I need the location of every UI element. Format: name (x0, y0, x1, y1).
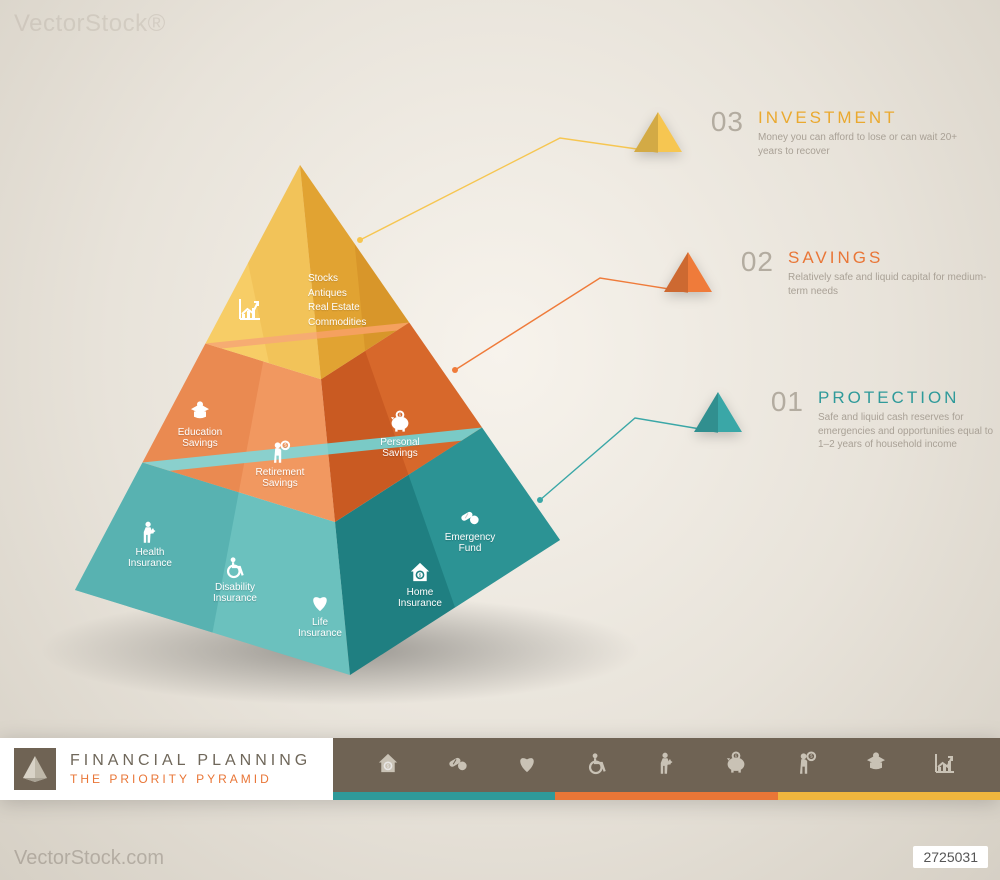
footer-chart-up-icon (933, 751, 957, 780)
callout-marker-icon (690, 388, 746, 438)
callout-savings: 02 SAVINGS Relatively safe and liquid ca… (660, 248, 998, 298)
piggy-icon: $ (724, 751, 748, 775)
color-bar-segment (333, 792, 555, 800)
pyramid-item-pills: EmergencyFund (430, 505, 510, 554)
pyramid-item-health: HealthInsurance (110, 520, 190, 569)
callout-desc: Relatively safe and liquid capital for m… (788, 271, 998, 298)
callout-number: 02 (730, 248, 774, 276)
health-icon (655, 751, 679, 775)
svg-text:$: $ (735, 754, 738, 758)
pyramid-item-heart: LifeInsurance (280, 590, 360, 639)
footer-pills-icon (446, 751, 470, 780)
pyramid-item-house: $HomeInsurance (380, 560, 460, 609)
piggy-icon: $ (388, 410, 412, 434)
grad-cap-icon (188, 400, 212, 424)
chart-up-icon (237, 296, 263, 322)
retire-icon: $ (268, 440, 292, 464)
footer-retire-icon: $ (794, 751, 818, 780)
pills-icon (446, 751, 470, 775)
footer-subtitle: THE PRIORITY PYRAMID (70, 772, 311, 786)
callout-protection: 01 PROTECTION Safe and liquid cash reser… (690, 388, 1000, 452)
footer-house-icon: $ (376, 751, 400, 780)
heart-icon (515, 751, 539, 775)
callout-number: 01 (760, 388, 804, 416)
heart-icon (308, 590, 332, 614)
callout-investment: 03 INVESTMENT Money you can afford to lo… (630, 108, 968, 158)
wheelchair-icon (223, 555, 247, 579)
house-icon: $ (376, 751, 400, 775)
watermark-bottom: VectorStock.com (14, 847, 164, 870)
footer-health-icon (655, 751, 679, 780)
color-bar-segment (778, 792, 1000, 800)
pyramid-item-grad-cap: EducationSavings (160, 400, 240, 449)
svg-text:$: $ (284, 443, 287, 449)
health-icon (138, 520, 162, 544)
callout-title: SAVINGS (788, 248, 998, 268)
footer-band: FINANCIAL PLANNING THE PRIORITY PYRAMID … (0, 738, 1000, 800)
pyramid-item-chart-up (210, 296, 290, 325)
callout-number: 03 (700, 108, 744, 136)
callout-title: INVESTMENT (758, 108, 968, 128)
pills-icon (458, 505, 482, 529)
pyramid-item-retire: $RetirementSavings (240, 440, 320, 489)
footer-heart-icon (515, 751, 539, 780)
callout-desc: Safe and liquid cash reserves for emerge… (818, 411, 1000, 452)
chart-up-icon (933, 751, 957, 775)
footer-piggy-icon: $ (724, 751, 748, 780)
footer-pyramid-icon (14, 748, 56, 790)
watermark-top: VectorStock® (14, 10, 166, 38)
pyramid-top-list: StocksAntiquesReal EstateCommodities (308, 272, 366, 330)
footer-icon-strip: $ $ $ (333, 738, 1000, 800)
callout-marker-icon (630, 108, 686, 158)
house-icon: $ (408, 560, 432, 584)
retire-icon: $ (794, 751, 818, 775)
svg-text:$: $ (399, 413, 402, 417)
callout-desc: Money you can afford to lose or can wait… (758, 131, 968, 158)
footer-wheelchair-icon (585, 751, 609, 780)
pyramid-item-wheelchair: DisabilityInsurance (195, 555, 275, 604)
footer-grad-cap-icon (864, 751, 888, 780)
svg-text:$: $ (810, 753, 813, 759)
wheelchair-icon (585, 751, 609, 775)
grad-cap-icon (864, 751, 888, 775)
footer-title: FINANCIAL PLANNING (70, 752, 311, 770)
callout-marker-icon (660, 248, 716, 298)
image-id-badge: 2725031 (913, 846, 988, 868)
callout-title: PROTECTION (818, 388, 1000, 408)
color-bar-segment (555, 792, 777, 800)
pyramid-item-piggy: $PersonalSavings (360, 410, 440, 459)
footer-title-block: FINANCIAL PLANNING THE PRIORITY PYRAMID (0, 738, 333, 800)
